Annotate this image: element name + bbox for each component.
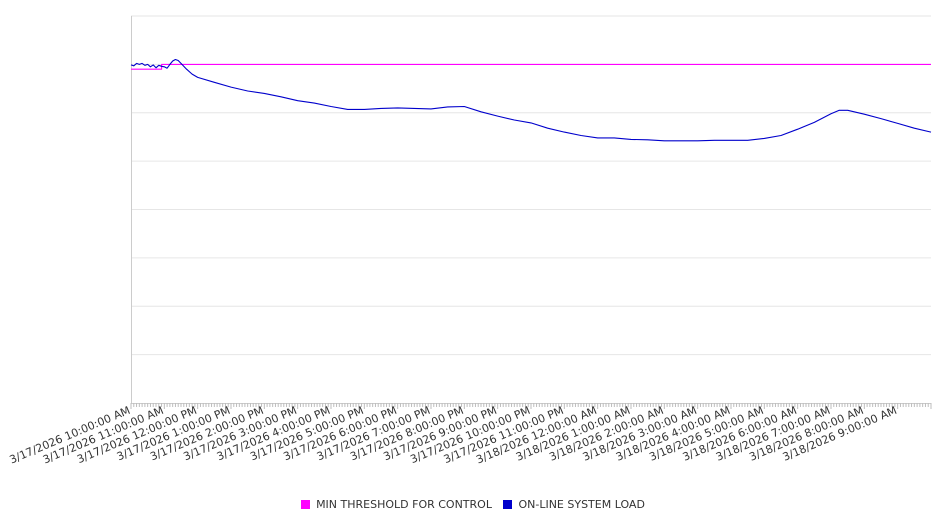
legend-item-threshold[interactable]: MIN THRESHOLD FOR CONTROL: [301, 498, 492, 511]
legend-swatch-load: [503, 500, 513, 509]
legend: MIN THRESHOLD FOR CONTROL ON-LINE SYSTEM…: [0, 498, 946, 512]
series-line-load: [130, 58, 932, 142]
legend-item-load[interactable]: ON-LINE SYSTEM LOAD: [503, 498, 645, 511]
x-axis-tick-labels: 3/17/2026 10:00:00 AM3/17/2026 11:00:00 …: [8, 404, 899, 467]
legend-swatch-threshold: [301, 500, 311, 509]
grid-lines: [131, 15, 931, 356]
legend-label-load: ON-LINE SYSTEM LOAD: [518, 498, 645, 511]
series-layer: [130, 58, 932, 142]
series-line-threshold: [131, 63, 931, 70]
legend-label-threshold: MIN THRESHOLD FOR CONTROL: [316, 498, 492, 511]
x-axis-ticks: [130, 403, 932, 409]
